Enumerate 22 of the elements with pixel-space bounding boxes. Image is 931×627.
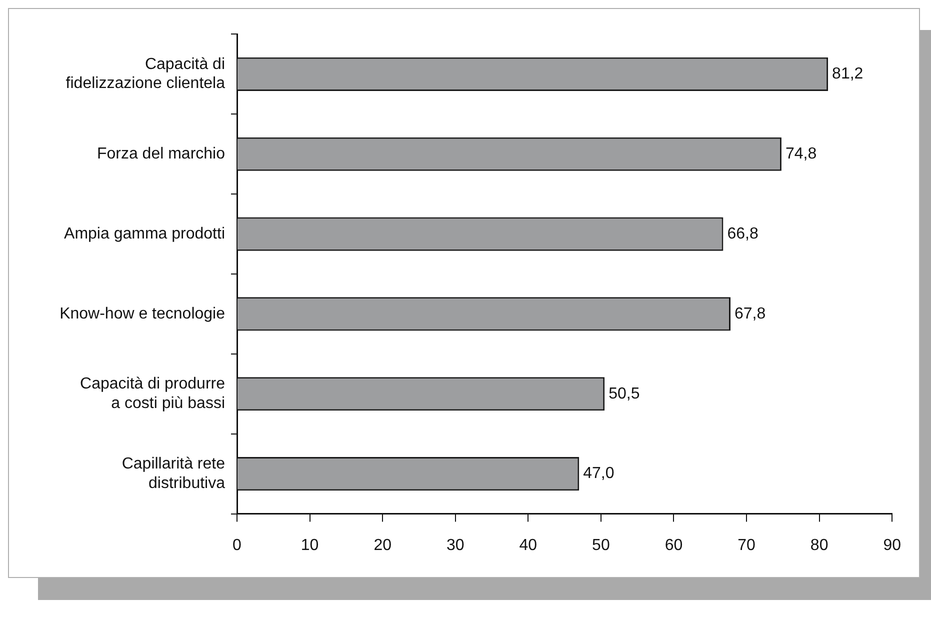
data-label: 50,5	[608, 385, 640, 402]
x-tick-label: 0	[232, 536, 242, 554]
x-tick-label: 20	[374, 536, 392, 554]
y-tick-label: Capacità di fidelizzazione clientela	[66, 56, 226, 92]
y-tick-label: Forza del marchio	[96, 146, 226, 163]
x-tick-label: 10	[300, 536, 319, 554]
y-tick-label: Capacità di produrre a costi più bassi	[80, 376, 226, 412]
y-tick-label: Capillarità rete distributiva	[122, 456, 226, 492]
y-tick-label: Ampia gamma prodotti	[64, 225, 225, 242]
x-tick-label: 70	[738, 536, 756, 554]
data-label: 74,8	[785, 146, 817, 163]
x-tick-label: 50	[592, 536, 610, 554]
x-tick-label: 30	[446, 536, 464, 554]
x-tick-label: 90	[883, 536, 902, 554]
x-tick-label: 80	[810, 536, 828, 554]
y-tick-label: Know-how e tecnologie	[60, 305, 226, 322]
data-label: 66,8	[727, 225, 758, 242]
data-label: 81,2	[832, 66, 864, 83]
x-tick-label: 60	[664, 536, 683, 554]
data-label: 47,0	[583, 465, 614, 482]
data-label: 67,8	[734, 305, 766, 322]
x-tick-label: 40	[519, 536, 538, 554]
